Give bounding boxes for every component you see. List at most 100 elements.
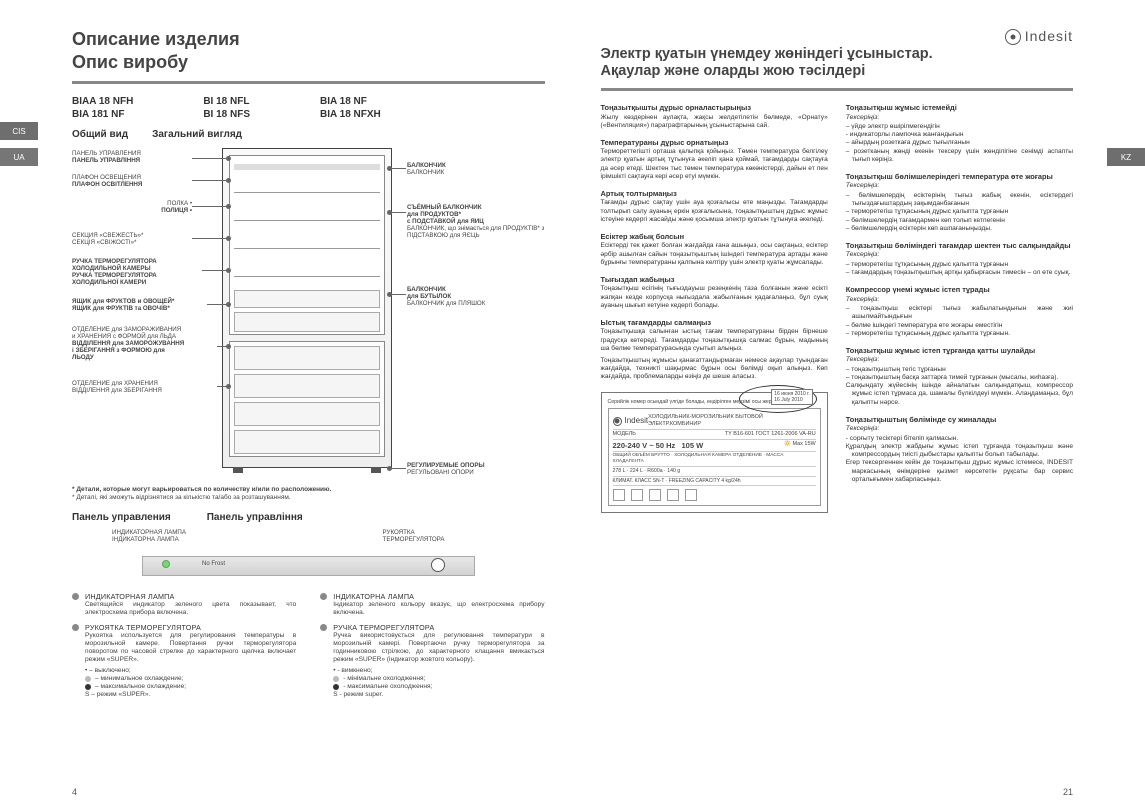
section-sub: Тексеріңіз:	[846, 296, 1073, 304]
pd-knob-ru2: ТЕРМОРЕГУЛЯТОРА	[383, 536, 445, 543]
callout: и ХРАНЕНИЯ с ФОРМОЙ для ЛЬДА	[72, 333, 217, 340]
right-page: Indesit Электр қуатын үнемдеу жөніндегі …	[573, 0, 1145, 808]
item-title: ІНДИКАТОРНА ЛАМПА	[333, 592, 544, 601]
model: BIA 181 NF	[72, 109, 133, 122]
model: BI 18 NFL	[203, 96, 250, 109]
section-body: – үйде электр өшірілмегендігін- индикато…	[846, 123, 1073, 164]
logo-icon	[1005, 29, 1021, 45]
callout: РУЧКА ТЕРМОРЕГУЛЯТОРА	[72, 258, 202, 265]
callout: ПОЛИЦЯ •	[72, 207, 192, 214]
item-title: РУЧКА ТЕРМОРЕГУЛЯТОРА	[333, 623, 544, 632]
callout: БАЛКОНЧИК	[407, 162, 527, 169]
section-sub: Тексеріңіз:	[846, 114, 1073, 122]
page-number: 4	[72, 787, 77, 798]
brand-logo: Indesit	[1005, 28, 1073, 46]
callout: СЕКЦІЯ «СВІЖОСТІ»*	[72, 239, 192, 246]
section-sub: Тексеріңіз:	[846, 356, 1073, 364]
model: BIAA 18 NFH	[72, 96, 133, 109]
item-text: Светящийся индикатор зеленого цвета пока…	[85, 601, 296, 617]
item-text: Рукоятка используется для регулирования …	[85, 632, 296, 665]
heading-ru: Описание изделия	[72, 28, 545, 51]
bullet-icon	[320, 593, 327, 600]
r-heading-1: Электр қуатын үнемдеу жөніндегі ұсыныста…	[601, 46, 1074, 63]
callout: ХОЛОДИЛЬНОЙ КАМЕРЫ	[72, 265, 202, 272]
section-title: Тоңазытқыш бөлімшелеріндегі температура …	[846, 172, 1073, 181]
callout: ЯЩИК для ФРУКТОВ и ОВОЩЕЙ*	[72, 298, 207, 305]
fridge-diagram: ПАНЕЛЬ УПРАВЛЕНИЯ ПАНЕЛЬ УПРАВЛІННЯ ПЛАФ…	[72, 148, 545, 478]
heading-rule	[72, 81, 545, 84]
lang-tab-kz[interactable]: KZ	[1107, 148, 1145, 166]
section-title: Есіктер жабық болсын	[601, 232, 828, 241]
section-title: Тығыздап жабыңыз	[601, 275, 828, 284]
legend-row: – минимальное охлаждение;	[95, 675, 183, 683]
page-number: 21	[1063, 787, 1073, 798]
legend-row: - мінімальне охолодження;	[343, 675, 425, 683]
callout: РЕГУЛИРУЕМЫЕ ОПОРЫ	[407, 462, 527, 469]
model: BI 18 NFS	[203, 109, 250, 122]
bullet-icon	[72, 593, 79, 600]
legend-row: • – выключено;	[85, 667, 296, 675]
callout: ХОЛОДИЛЬНОЇ КАМЕРИ	[72, 279, 202, 286]
model: BIA 18 NFXH	[320, 109, 381, 122]
callout: БАЛКОНЧИК, що знімається для ПРОДУКТІВ* …	[407, 225, 547, 239]
callout: ПАНЕЛЬ УПРАВЛЕНИЯ	[72, 150, 192, 157]
section-title: Тоңазытқыш жұмыс істемейді	[846, 103, 1073, 112]
section-body: – тоңазытқыштың тегіс тұрғанын– тоңазытқ…	[846, 366, 1073, 407]
model-list: BIAA 18 NFH BIA 181 NF BI 18 NFL BI 18 N…	[72, 96, 545, 121]
section-sub: Тексеріңіз:	[846, 251, 1073, 259]
section-title: Тоңазытқышты дұрыс орналастырыңыз	[601, 103, 828, 112]
r-heading-2: Ақаулар және оларды жою тәсілдері	[601, 63, 1074, 80]
section-title: Артық толтырмаңыз	[601, 189, 828, 198]
callout: ПЛАФОН ОСВЕЩЕНИЯ	[72, 174, 192, 181]
callout: і ЗБЕРІГАННЯ з ФОРМОЮ для	[72, 347, 217, 354]
bullet-icon	[72, 624, 79, 631]
section-sub: Тексеріңіз:	[846, 425, 1073, 433]
section-body: Тоңазытқыш есігінің тығыздауыш резеңкені…	[601, 285, 828, 310]
section-body: – тоңазытқыш есіктері тығыз жабылатындығ…	[846, 305, 1073, 338]
subhead-ru: Общий вид	[72, 129, 128, 142]
diagram-subhead: Общий вид Загальний вигляд	[72, 129, 545, 142]
pd-lamp-ua: ІНДИКАТОРНА ЛАМПА	[112, 536, 179, 543]
section-title: Тоңазытқыш жұмыс істеп тұрғанда қатты шу…	[846, 346, 1073, 355]
right-columns: Тоңазытқышты дұрыс орналастырыңызЖылу кө…	[601, 103, 1074, 513]
lower-columns: ИНДИКАТОРНАЯ ЛАМПА Светящийся индикатор …	[72, 592, 545, 704]
callout: ПАНЕЛЬ УПРАВЛІННЯ	[72, 157, 192, 164]
lang-tab-cis[interactable]: CIS	[0, 122, 38, 140]
lang-tab-ua[interactable]: UA	[0, 148, 38, 166]
heading-rule	[601, 88, 1074, 91]
callout: СЪЁМНЫЙ БАЛКОНЧИК	[407, 204, 547, 211]
legend-row: - максимальне охолодження;	[343, 683, 432, 691]
note-ru: * Детали, которые могут варьироваться по…	[72, 486, 331, 493]
page-spread: Описание изделия Опис виробу BIAA 18 NFH…	[0, 0, 1145, 808]
callout: ОТДЕЛЕНИЕ для ЗАМОРАЖИВАНИЯ	[72, 326, 217, 333]
section-body: Тағамды дұрыс сақтау үшін ауа қозғалысы …	[601, 199, 828, 224]
diagram-footnote: * Детали, которые могут варьироваться по…	[72, 486, 545, 502]
legend-row: S – режим «SUPER».	[85, 691, 296, 699]
section-body: - сорғыту тесіктері бітеліп қалмасын.Құр…	[846, 435, 1073, 484]
callout: РУЧКА ТЕРМОРЕГУЛЯТОРА	[72, 272, 202, 279]
section-title: Компрессор үнемі жұмыс істеп тұрады	[846, 285, 1073, 294]
callout: для БУТЫЛОК	[407, 293, 527, 300]
callout: ОТДЕЛЕНИЕ для ХРАНЕНИЯ	[72, 380, 217, 387]
panel-heads: Панель управления Панель управління	[72, 512, 545, 525]
subhead-ua: Загальний вигляд	[152, 129, 242, 142]
callout: ВІДДІЛЕННЯ для ЗАМОРОЖУВАННЯ	[72, 340, 217, 347]
logo-text: Indesit	[1025, 28, 1073, 46]
callout: БАЛКОНЧИК для ПЛЯШОК	[407, 300, 527, 307]
callout: ЛЬОДУ	[72, 354, 217, 361]
legend-row: – максимальное охлаждение;	[95, 683, 186, 691]
fridge-upper	[229, 155, 385, 335]
right-col-1: Тоңазытқышты дұрыс орналастырыңызЖылу кө…	[601, 103, 828, 513]
bullet-icon	[320, 624, 327, 631]
rating-label: Серийлік номер осындай үлгіде болады, өн…	[601, 392, 828, 513]
legend-row: • - вимкнено;	[333, 667, 544, 675]
section-body: Тоңазытқышқа салынған ыстық тағам темпер…	[601, 328, 828, 353]
item-text: Ручка використовується для регулювання т…	[333, 632, 544, 665]
callout: БАЛКОНЧИК	[407, 286, 527, 293]
section-body: – бөлімшелердің есіктерінің тығыз жабық …	[846, 192, 1073, 233]
callout: ПОЛКА •	[72, 200, 192, 207]
control-panel-diagram: ИНДИКАТОРНАЯ ЛАМПА ІНДИКАТОРНА ЛАМПА РУК…	[72, 530, 545, 582]
callout: СЕКЦИЯ «СВЕЖЕСТЬ»*	[72, 232, 192, 239]
panel-head-ru: Панель управления	[72, 512, 171, 525]
right-col-2: Тоңазытқыш жұмыс істемейдіТексеріңіз:– ү…	[846, 103, 1073, 513]
